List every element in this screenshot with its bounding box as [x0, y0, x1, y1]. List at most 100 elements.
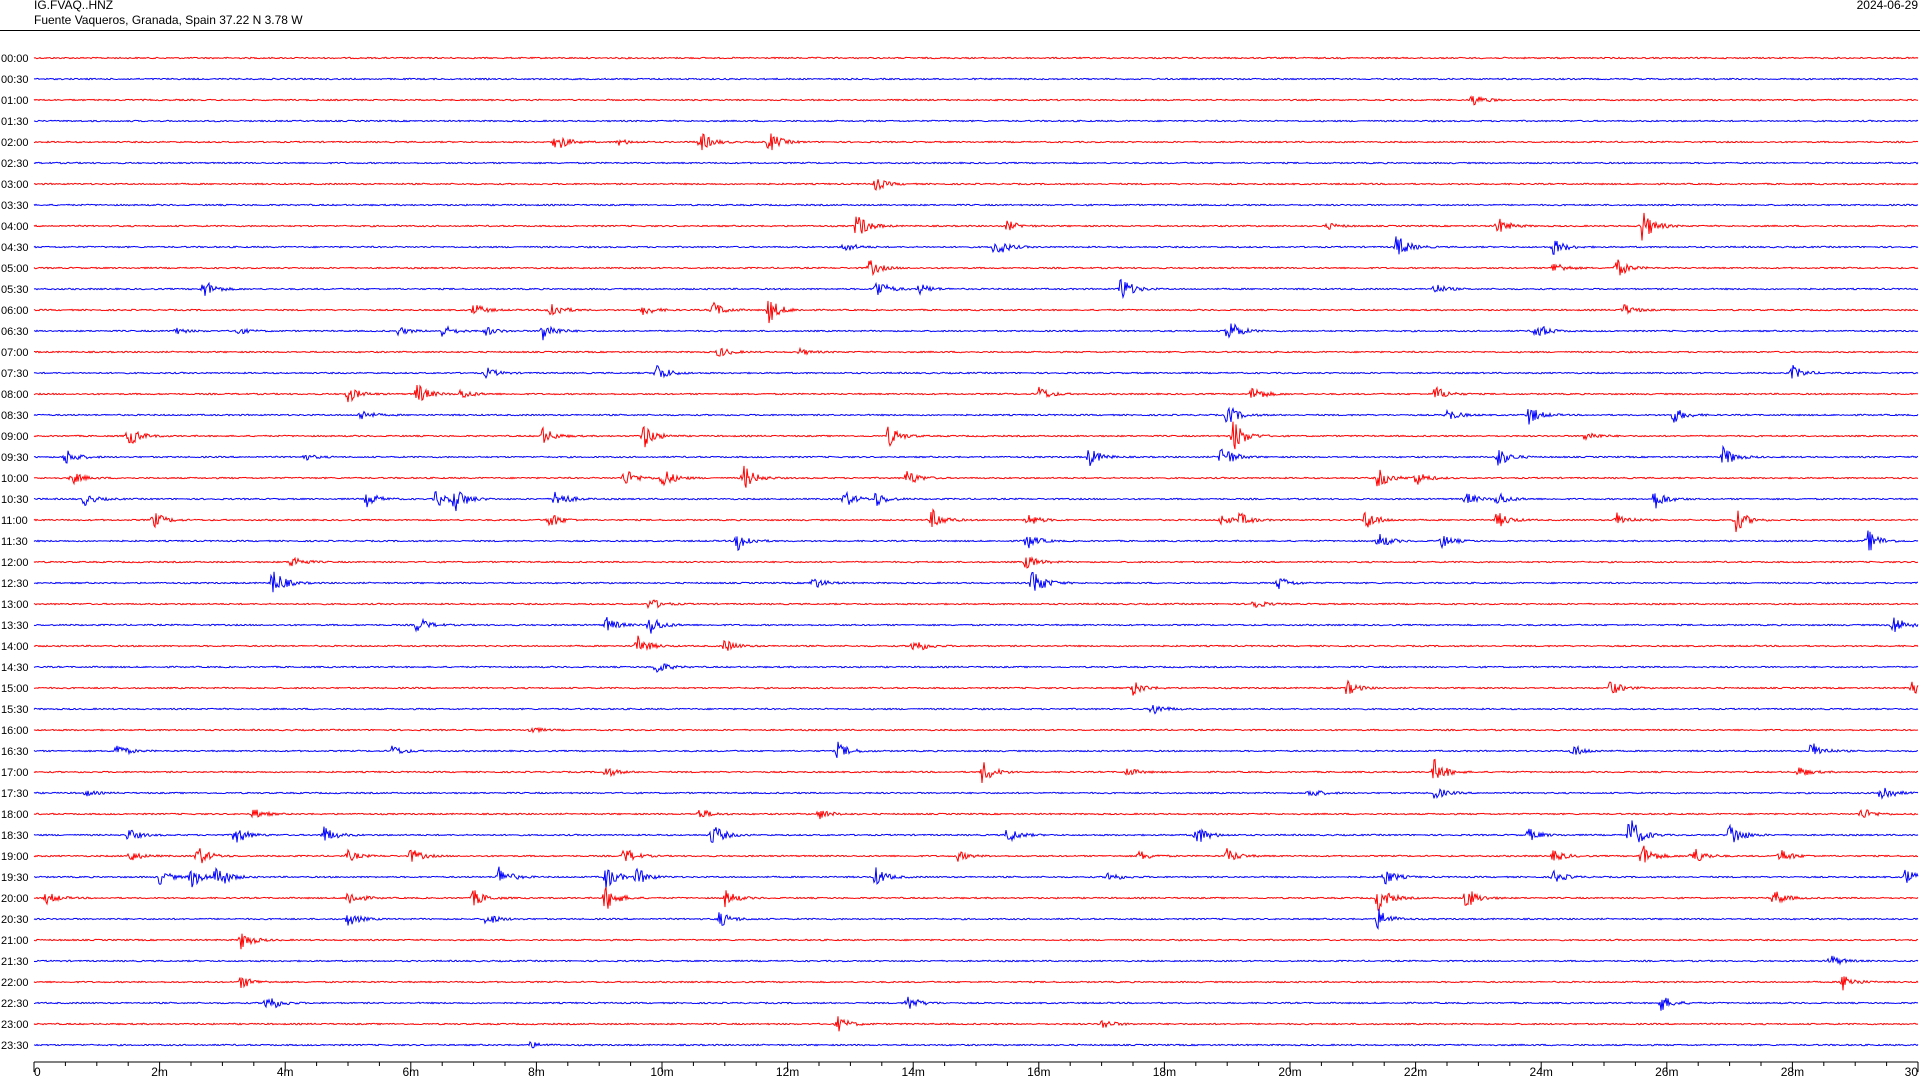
seismic-trace — [33, 908, 1919, 931]
seismic-trace — [33, 758, 1919, 784]
row-time-label: 17:00 — [1, 767, 29, 779]
x-tick-label: 28m — [1781, 1065, 1804, 1079]
x-tick-label: 4m — [277, 1065, 294, 1079]
seismic-trace — [33, 161, 1919, 165]
row-time-label: 14:30 — [1, 662, 29, 674]
seismic-trace — [33, 465, 1918, 488]
seismic-trace — [33, 365, 1919, 380]
row-time-label: 04:30 — [1, 242, 29, 254]
row-time-label: 18:30 — [1, 830, 29, 842]
row-time-label: 06:30 — [1, 326, 29, 338]
row-time-label: 17:30 — [1, 788, 29, 800]
seismic-trace — [33, 887, 1919, 912]
row-time-label: 08:00 — [1, 389, 29, 401]
row-time-label: 04:00 — [1, 221, 29, 233]
row-time-label: 16:00 — [1, 725, 29, 737]
seismic-trace — [33, 976, 1919, 991]
seismic-trace — [34, 346, 1919, 357]
seismic-trace — [33, 1016, 1919, 1032]
row-time-label: 22:00 — [1, 977, 29, 989]
x-tick-label: 30 — [1905, 1065, 1919, 1079]
x-tick-label: 6m — [402, 1065, 419, 1079]
seismic-trace — [33, 300, 1918, 324]
seismic-trace — [33, 866, 1919, 890]
seismic-trace — [33, 259, 1919, 277]
seismic-trace — [34, 679, 1919, 696]
trace-rows: 00:00 00:30 01:00 01:30 02:00 02:30 03:00 03:30… — [1, 53, 1919, 1052]
plot-date: 2024-06-29 — [1856, 0, 1918, 12]
row-time-label: 05:00 — [1, 263, 29, 275]
seismic-trace — [33, 119, 1919, 123]
seismic-trace — [33, 133, 1919, 151]
seismic-trace — [33, 820, 1919, 843]
seismic-trace — [33, 212, 1919, 241]
x-tick-label: 22m — [1404, 1065, 1427, 1079]
row-time-label: 20:30 — [1, 914, 29, 926]
time-axis: 0 2m 4m 6m 8m 10m 12m 14m 16m 18m 20m 22m 24m 26m 28m 3… — [33, 1061, 1919, 1079]
row-time-label: 23:00 — [1, 1019, 29, 1031]
seismic-trace — [33, 996, 1919, 1011]
row-time-label: 09:30 — [1, 452, 29, 464]
row-time-label: 09:00 — [1, 431, 29, 443]
x-tick-label: 26m — [1655, 1065, 1678, 1079]
row-time-label: 11:00 — [1, 515, 28, 527]
header-rule — [0, 30, 1920, 31]
x-tick-label: 0 — [34, 1065, 41, 1079]
row-time-label: 21:30 — [1, 956, 29, 968]
row-time-label: 02:00 — [1, 137, 29, 149]
row-time-label: 13:30 — [1, 620, 29, 632]
row-time-label: 06:00 — [1, 305, 29, 317]
row-time-label: 05:30 — [1, 284, 29, 296]
station-location: Fuente Vaqueros, Granada, Spain 37.22 N … — [34, 13, 303, 27]
station-id: IG.FVAQ..HNZ — [34, 0, 114, 12]
row-time-label: 18:00 — [1, 809, 29, 821]
seismic-trace — [33, 741, 1919, 758]
seismic-trace — [33, 845, 1919, 864]
seismic-trace — [33, 490, 1919, 512]
seismic-trace — [33, 278, 1919, 300]
seismic-trace — [33, 704, 1919, 715]
seismic-trace — [33, 571, 1918, 593]
seismic-trace — [33, 663, 1919, 673]
seismic-trace — [33, 955, 1919, 966]
seismic-trace — [33, 556, 1919, 569]
seismic-trace — [33, 635, 1919, 651]
seismic-trace — [33, 933, 1919, 950]
seismic-trace — [33, 421, 1918, 450]
x-tick-label: 16m — [1027, 1065, 1050, 1079]
seismic-trace — [33, 787, 1919, 800]
row-time-label: 19:30 — [1, 872, 29, 884]
seismic-trace — [33, 508, 1919, 533]
row-time-label: 01:30 — [1, 116, 29, 128]
seismic-trace — [33, 203, 1919, 207]
seismic-trace — [33, 1040, 1919, 1049]
row-time-label: 07:00 — [1, 347, 29, 359]
x-tick-label: 10m — [650, 1065, 673, 1079]
row-time-label: 07:30 — [1, 368, 29, 380]
seismic-trace — [33, 77, 1919, 81]
x-tick-label: 20m — [1278, 1065, 1301, 1079]
x-tick-label: 2m — [151, 1065, 168, 1079]
seismic-trace — [33, 530, 1919, 552]
row-time-label: 00:00 — [1, 53, 29, 65]
seismic-trace — [33, 323, 1919, 341]
row-time-label: 01:00 — [1, 95, 29, 107]
row-time-label: 13:00 — [1, 599, 29, 611]
seismic-trace — [33, 406, 1919, 425]
x-tick-label: 12m — [776, 1065, 799, 1079]
seismic-trace — [33, 809, 1919, 820]
seismic-trace — [33, 726, 1919, 734]
row-time-label: 10:30 — [1, 494, 29, 506]
seismic-trace — [33, 56, 1919, 60]
x-tick-label: 18m — [1153, 1065, 1176, 1079]
row-time-label: 19:00 — [1, 851, 29, 863]
row-time-label: 15:00 — [1, 683, 29, 695]
row-time-label: 12:00 — [1, 557, 29, 569]
row-time-label: 02:30 — [1, 158, 29, 170]
row-time-label: 03:00 — [1, 179, 29, 191]
seismic-trace — [33, 444, 1919, 467]
row-time-label: 11:30 — [1, 536, 28, 548]
row-time-label: 12:30 — [1, 578, 29, 590]
row-time-label: 16:30 — [1, 746, 29, 758]
plot-header: IG.FVAQ..HNZ Fuente Vaqueros, Granada, S… — [0, 0, 1920, 32]
